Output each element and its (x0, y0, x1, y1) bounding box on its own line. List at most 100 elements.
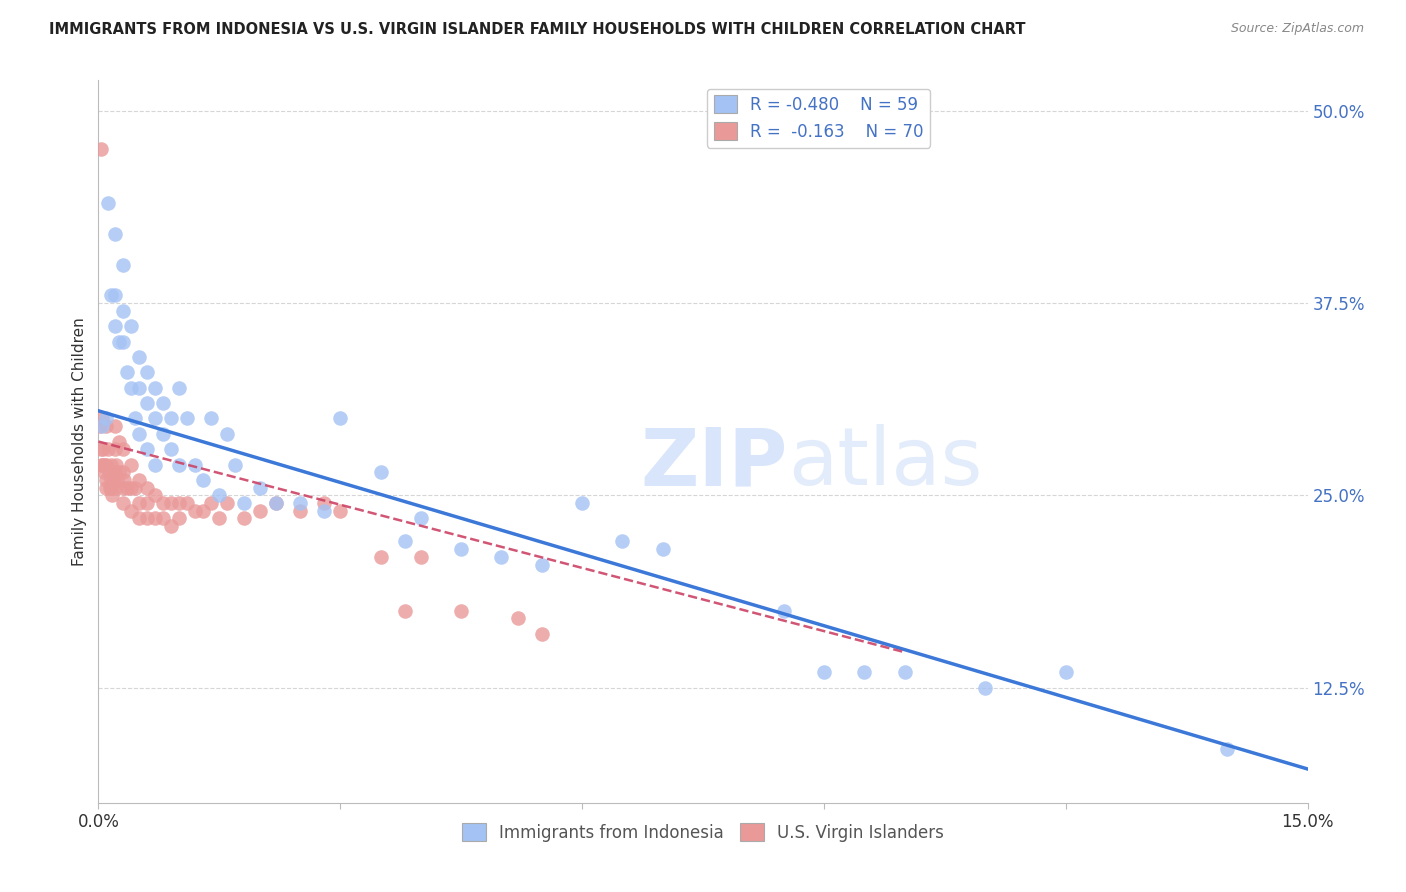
Point (143, 381, 166, 395)
Point (450, 542, 472, 557)
Point (893, 665, 915, 680)
Point (91, 458, 114, 472)
Point (135, 496, 157, 510)
Point (96, 481, 118, 495)
Point (394, 604, 416, 618)
Point (314, 496, 336, 510)
Point (101, 473, 124, 487)
Point (94, 473, 117, 487)
Point (176, 411, 198, 425)
Point (111, 304, 134, 318)
Point (100, 458, 122, 472)
Point (96, 411, 118, 425)
Point (249, 504, 271, 518)
Point (128, 426, 150, 441)
Point (90, 458, 112, 472)
Point (90, 442, 112, 457)
Point (143, 458, 166, 472)
Point (105, 458, 128, 472)
Point (329, 411, 352, 425)
Point (264, 496, 287, 510)
Point (103, 288, 125, 302)
Point (314, 504, 336, 518)
Point (143, 488, 166, 502)
Point (160, 519, 183, 533)
Point (124, 411, 146, 425)
Point (120, 504, 142, 518)
Point (115, 365, 138, 379)
Point (813, 665, 835, 680)
Point (111, 465, 134, 479)
Point (107, 334, 129, 349)
Point (91, 419, 114, 434)
Point (103, 319, 125, 334)
Point (97, 442, 120, 457)
Point (135, 481, 157, 495)
Point (184, 458, 207, 472)
Text: atlas: atlas (787, 425, 981, 502)
Point (152, 511, 174, 525)
Text: Source: ZipAtlas.com: Source: ZipAtlas.com (1230, 22, 1364, 36)
Point (450, 604, 472, 618)
Point (135, 396, 157, 410)
Point (1054, 665, 1077, 680)
Point (111, 481, 134, 495)
Point (167, 458, 190, 472)
Point (974, 681, 997, 695)
Point (101, 488, 124, 502)
Point (98, 481, 121, 495)
Point (208, 488, 231, 502)
Point (143, 511, 166, 525)
Point (93, 465, 115, 479)
Point (329, 504, 352, 518)
Point (152, 426, 174, 441)
Point (1216, 742, 1239, 756)
Point (370, 465, 392, 479)
Point (232, 496, 254, 510)
Point (176, 496, 198, 510)
Text: ZIP: ZIP (640, 425, 787, 502)
Point (100, 481, 122, 495)
Point (217, 426, 239, 441)
Point (772, 604, 794, 618)
Point (128, 381, 150, 395)
Point (115, 481, 138, 495)
Point (530, 626, 553, 640)
Point (107, 434, 129, 449)
Point (96, 458, 118, 472)
Point (200, 411, 222, 425)
Point (152, 496, 174, 510)
Point (167, 381, 190, 395)
Point (193, 504, 215, 518)
Point (853, 665, 876, 680)
Point (128, 473, 150, 487)
Point (184, 504, 207, 518)
Point (97, 196, 120, 211)
Point (120, 481, 142, 495)
Point (103, 419, 125, 434)
Point (160, 496, 183, 510)
Point (208, 511, 231, 525)
Point (160, 411, 183, 425)
Point (120, 319, 142, 334)
Point (100, 473, 122, 487)
Point (111, 442, 134, 457)
Point (111, 334, 134, 349)
Point (530, 558, 553, 572)
Point (232, 511, 254, 525)
Point (135, 365, 157, 379)
Point (160, 442, 183, 457)
Point (394, 534, 416, 549)
Point (111, 258, 134, 272)
Point (167, 496, 190, 510)
Point (97, 465, 120, 479)
Point (612, 534, 634, 549)
Point (91, 411, 114, 425)
Point (143, 411, 166, 425)
Point (103, 442, 125, 457)
Legend: Immigrants from Indonesia, U.S. Virgin Islanders: Immigrants from Indonesia, U.S. Virgin I… (456, 817, 950, 848)
Point (409, 549, 432, 564)
Point (128, 350, 150, 364)
Point (249, 481, 271, 495)
Point (288, 496, 311, 510)
